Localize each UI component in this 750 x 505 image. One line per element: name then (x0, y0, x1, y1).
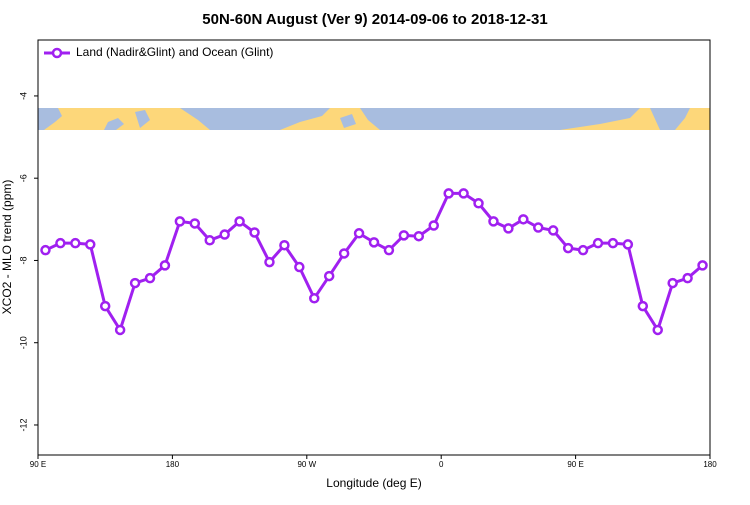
data-point (458, 188, 469, 199)
data-point (279, 239, 290, 251)
x-tick-label: 90 W (297, 460, 316, 469)
data-point (323, 270, 335, 282)
data-point (204, 235, 215, 246)
data-point (338, 248, 350, 259)
data-point (652, 324, 663, 336)
data-point (622, 239, 634, 250)
data-point (144, 272, 156, 284)
y-tick-label: -4 (18, 92, 28, 100)
data-point (85, 239, 96, 250)
y-axis-label: XCO2 - MLO trend (ppm) (0, 180, 14, 315)
data-point (607, 237, 619, 249)
data-point (174, 216, 186, 227)
plot-frame (37, 39, 711, 456)
y-tick-label: -12 (18, 418, 28, 431)
data-point (383, 244, 395, 256)
data-point (697, 260, 708, 271)
y-tick-label: -6 (18, 174, 28, 182)
map-band (38, 108, 710, 130)
data-point (533, 222, 544, 233)
x-tick-label: 0 (439, 460, 444, 469)
data-point (592, 237, 604, 249)
data-point (264, 256, 275, 268)
x-tick-label: 90 E (567, 460, 583, 469)
legend-label: Land (Nadir&Glint) and Ocean (Glint) (76, 45, 273, 59)
data-point (294, 261, 305, 273)
x-tick-label: 180 (166, 460, 180, 469)
data-point (309, 293, 320, 304)
legend-marker (51, 47, 63, 59)
data-point (159, 260, 171, 271)
data-point (637, 300, 649, 312)
data-point (428, 220, 439, 231)
data-point (40, 244, 51, 256)
data-point (398, 230, 410, 241)
data-point (488, 216, 499, 227)
data-point (667, 277, 678, 289)
data-point (353, 228, 365, 239)
data-point (368, 237, 380, 248)
data-point (473, 198, 484, 209)
y-tick-label: -8 (18, 256, 28, 264)
series-line (44, 191, 704, 334)
data-point (234, 216, 245, 227)
x-tick-label: 180 (703, 460, 717, 469)
y-tick-label: -10 (18, 336, 28, 349)
data-point (249, 227, 260, 238)
data-point (189, 218, 201, 229)
data-point (443, 188, 454, 199)
data-point (129, 277, 141, 289)
x-axis-label: Longitude (deg E) (326, 476, 421, 490)
data-point (55, 237, 66, 249)
data-point (99, 300, 111, 312)
data-point (219, 229, 230, 240)
data-point (70, 237, 81, 249)
data-point (577, 244, 589, 256)
data-point (413, 230, 425, 242)
data-point (682, 272, 693, 284)
data-point (547, 225, 559, 236)
data-point (114, 324, 126, 336)
data-point (562, 242, 574, 254)
chart-title: 50N-60N August (Ver 9) 2014-09-06 to 201… (202, 11, 547, 28)
x-tick-label: 90 E (30, 460, 46, 469)
data-point (503, 223, 514, 234)
data-point (518, 214, 529, 225)
